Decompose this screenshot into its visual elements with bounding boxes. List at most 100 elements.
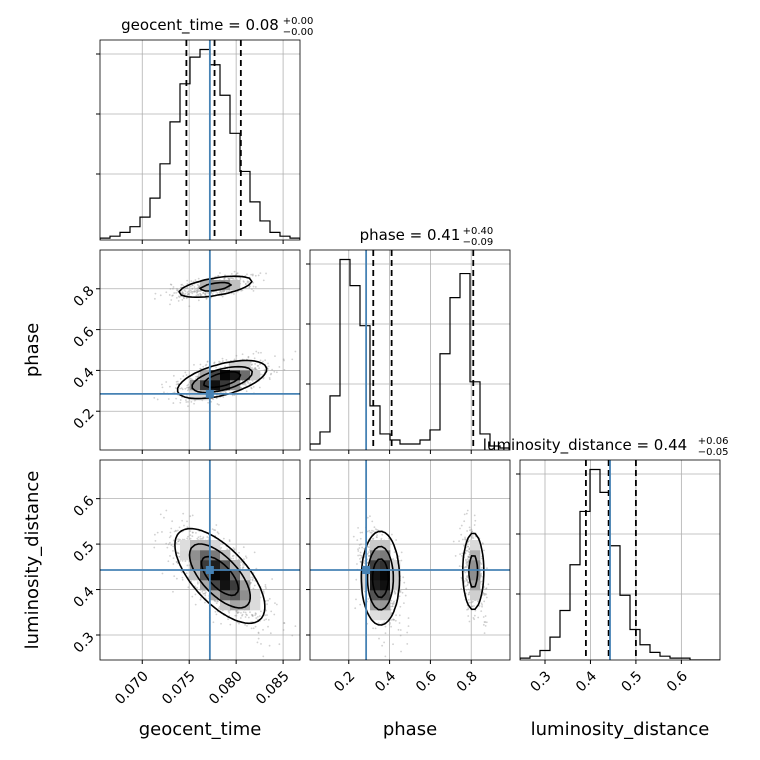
density-cell bbox=[230, 280, 241, 291]
sample-point bbox=[251, 363, 253, 366]
sample-point bbox=[176, 287, 178, 290]
sample-point bbox=[481, 567, 483, 569]
sample-point bbox=[153, 546, 156, 549]
sample-point bbox=[183, 297, 185, 300]
sample-point bbox=[188, 564, 191, 567]
sample-point bbox=[174, 387, 177, 389]
sample-point bbox=[468, 555, 471, 558]
sample-point bbox=[176, 552, 179, 555]
sample-point bbox=[282, 629, 285, 631]
sample-point bbox=[179, 399, 182, 401]
sample-point bbox=[217, 274, 220, 277]
sample-point bbox=[258, 615, 261, 617]
sample-point bbox=[366, 516, 369, 519]
sample-point bbox=[233, 293, 235, 295]
title-sup: +0.40 bbox=[463, 226, 494, 237]
sample-point bbox=[467, 555, 470, 558]
sample-point bbox=[156, 398, 159, 401]
sample-point bbox=[465, 512, 468, 515]
sample-point bbox=[204, 294, 207, 296]
sample-point bbox=[167, 398, 170, 400]
sample-point bbox=[205, 297, 208, 300]
sample-point bbox=[244, 382, 247, 384]
sample-point bbox=[194, 603, 197, 606]
sample-point bbox=[188, 386, 191, 389]
sample-point bbox=[469, 601, 471, 604]
y-tick-label: 0.6 bbox=[71, 493, 98, 520]
sample-point bbox=[241, 383, 244, 386]
sample-point bbox=[185, 399, 187, 401]
sample-point bbox=[359, 560, 362, 563]
sample-point bbox=[383, 641, 386, 644]
hist-panel-geocent_time bbox=[96, 39, 301, 241]
sample-point bbox=[471, 530, 474, 533]
sample-point bbox=[175, 530, 177, 532]
sample-point bbox=[200, 596, 202, 599]
x-axis-label: geocent_time bbox=[139, 719, 262, 740]
sample-point bbox=[466, 549, 469, 552]
sample-point bbox=[273, 370, 276, 373]
sample-point bbox=[477, 600, 480, 603]
sample-point bbox=[355, 598, 357, 601]
sample-point bbox=[185, 374, 188, 376]
sample-point bbox=[172, 286, 175, 288]
sample-point bbox=[197, 284, 200, 287]
density-cell bbox=[380, 560, 391, 571]
sample-point bbox=[250, 363, 253, 366]
sample-point bbox=[197, 290, 200, 292]
density-cell bbox=[360, 580, 371, 591]
sample-point bbox=[247, 616, 250, 619]
sample-point bbox=[391, 603, 394, 606]
sample-point bbox=[267, 362, 269, 365]
sample-point bbox=[187, 292, 190, 295]
sample-point bbox=[185, 572, 188, 575]
sample-point bbox=[191, 287, 194, 290]
sample-point bbox=[187, 293, 189, 296]
sample-point bbox=[182, 284, 185, 287]
sample-point bbox=[181, 559, 184, 562]
density-cell bbox=[210, 560, 221, 571]
sample-point bbox=[452, 540, 455, 543]
sample-point bbox=[268, 376, 271, 379]
sample-point bbox=[477, 616, 480, 619]
sample-point bbox=[193, 290, 195, 293]
sample-point bbox=[181, 519, 184, 522]
sample-point bbox=[466, 584, 469, 587]
sample-point bbox=[384, 655, 387, 658]
x-tick-label: 0.4 bbox=[573, 668, 600, 695]
axes-frame bbox=[519, 459, 721, 661]
sample-point bbox=[194, 290, 197, 293]
sample-point bbox=[254, 367, 257, 370]
sample-point bbox=[242, 566, 245, 569]
sample-point bbox=[394, 619, 397, 622]
sample-point bbox=[202, 291, 205, 294]
sample-point bbox=[395, 614, 397, 617]
sample-point bbox=[187, 293, 189, 296]
density-cell bbox=[210, 580, 221, 591]
sample-point bbox=[161, 531, 163, 533]
sample-point bbox=[381, 533, 384, 536]
sample-point bbox=[254, 274, 257, 277]
sample-point bbox=[392, 618, 395, 621]
sample-point bbox=[265, 609, 267, 612]
sample-point bbox=[375, 536, 378, 538]
sample-point bbox=[251, 615, 254, 617]
sample-point bbox=[470, 601, 473, 604]
sample-point bbox=[367, 546, 370, 548]
title-sub: −0.09 bbox=[463, 237, 494, 248]
sample-point bbox=[187, 386, 190, 389]
sample-point bbox=[218, 292, 221, 294]
sample-point bbox=[243, 558, 245, 561]
sample-point bbox=[175, 397, 178, 400]
density-cell bbox=[370, 600, 381, 611]
sample-point bbox=[485, 587, 488, 590]
sample-point bbox=[230, 272, 233, 275]
sample-point bbox=[183, 289, 186, 291]
sample-point bbox=[460, 524, 463, 527]
x-tick-label: 0.4 bbox=[372, 668, 399, 695]
sample-point bbox=[172, 374, 175, 377]
density-cell bbox=[370, 580, 381, 591]
sample-point bbox=[186, 279, 189, 282]
sample-point bbox=[464, 538, 467, 541]
sample-point bbox=[180, 387, 183, 390]
